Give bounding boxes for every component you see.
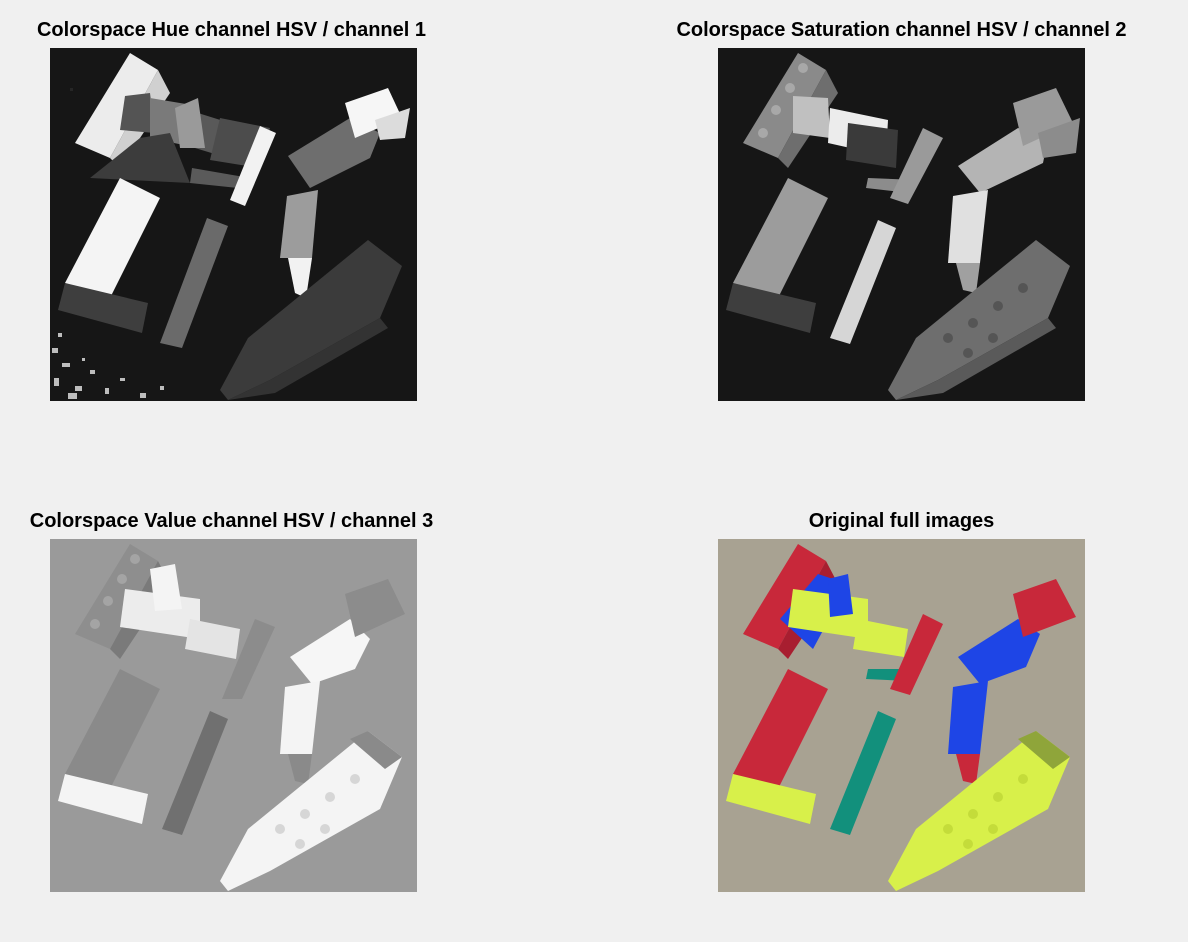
value-channel-grayscale-image-icon [50,539,417,892]
value-channel-image [50,539,417,892]
panel-hue: Colorspace Hue channel HSV / channel 1 [0,0,463,410]
panel-value: Colorspace Value channel HSV / channel 3 [0,490,463,900]
panel-title-saturation: Colorspace Saturation channel HSV / chan… [676,19,1127,41]
original-color-lego-photo-icon [718,539,1085,892]
saturation-channel-image [718,48,1085,401]
hue-channel-image [50,48,417,401]
saturation-channel-grayscale-image-icon [718,48,1085,401]
panel-original: Original full images [610,490,1188,900]
hue-channel-grayscale-image-icon [50,48,417,401]
panel-title-value: Colorspace Value channel HSV / channel 3 [29,510,434,532]
panel-saturation: Colorspace Saturation channel HSV / chan… [610,0,1188,410]
panel-title-hue: Colorspace Hue channel HSV / channel 1 [36,19,426,41]
original-color-image [718,539,1085,892]
panel-title-original: Original full images [808,510,995,532]
